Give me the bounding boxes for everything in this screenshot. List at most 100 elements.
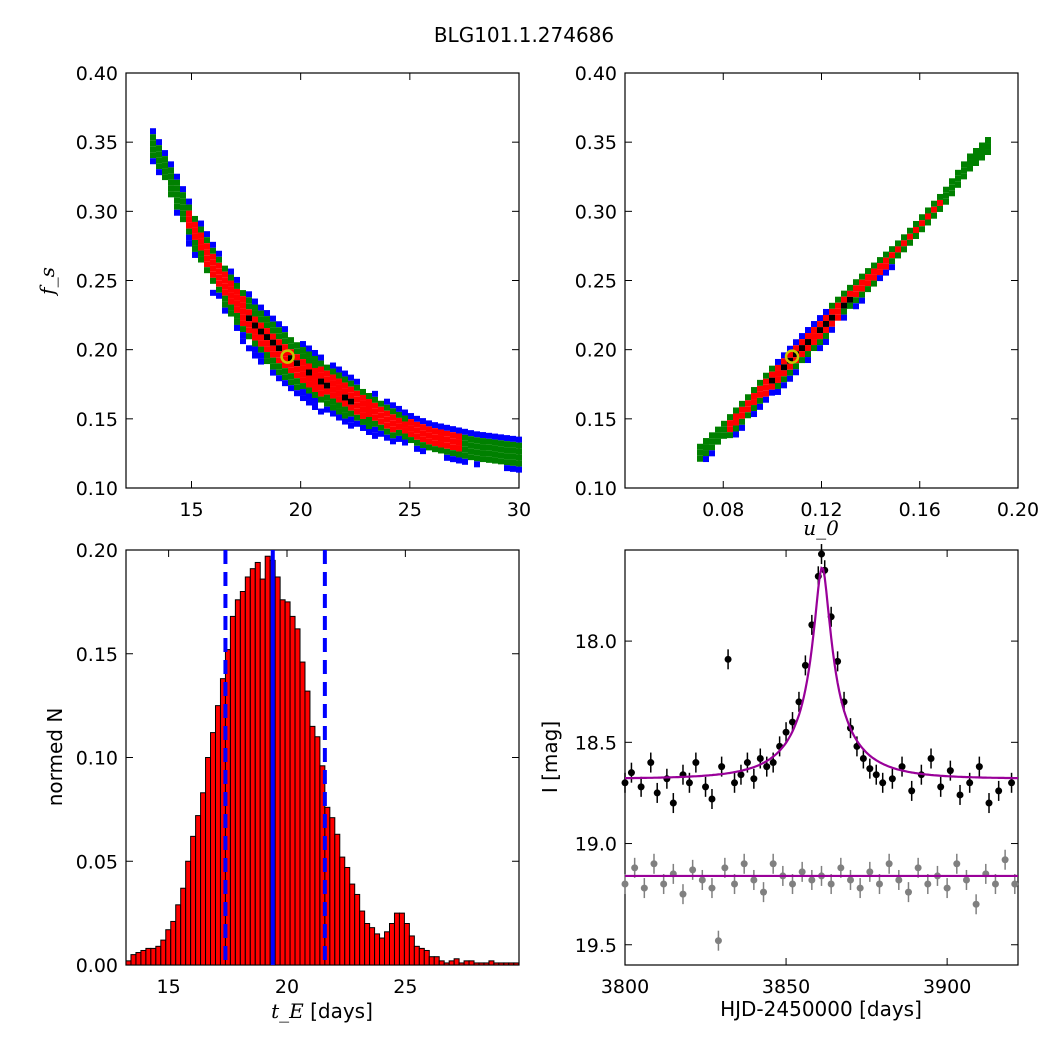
panel-frame <box>624 549 1019 966</box>
heatmap-cell <box>258 352 264 359</box>
heatmap-cell <box>985 143 991 150</box>
histogram-bar <box>498 962 505 966</box>
heatmap-cell <box>775 388 781 395</box>
heatmap-cell <box>378 418 384 425</box>
heatmap-cell <box>174 191 180 198</box>
heatmap-cell <box>318 390 324 397</box>
data-point <box>750 876 758 884</box>
heatmap-cell <box>366 422 372 429</box>
histogram-bar <box>423 949 430 966</box>
heatmap-cell <box>312 391 318 398</box>
heatmap-cell <box>174 203 180 210</box>
heatmap-cell <box>240 296 246 303</box>
data-point <box>679 890 687 898</box>
heatmap-cell <box>925 213 931 220</box>
x-tick-label: 3800 <box>601 976 649 998</box>
heatmap-cell <box>234 324 240 331</box>
x-tick-label: 3900 <box>923 976 971 998</box>
heatmap-cell <box>456 445 462 452</box>
data-point <box>621 880 629 888</box>
heatmap-cell <box>180 186 186 193</box>
histogram-bar <box>299 661 306 966</box>
heatmap-cell <box>781 358 787 365</box>
heatmap-cell <box>324 364 330 371</box>
histogram-bar <box>210 732 216 966</box>
heatmap-cell <box>462 446 468 453</box>
data-point <box>789 718 797 726</box>
heatmap-cell <box>468 430 474 437</box>
heatmap-cell <box>781 376 787 383</box>
heatmap-cell <box>474 461 480 468</box>
heatmap-cell <box>757 391 763 398</box>
data-point <box>956 791 964 799</box>
histogram-bar <box>244 576 251 966</box>
heatmap-cell <box>156 157 162 164</box>
heatmap-cell <box>258 328 264 335</box>
histogram-bar <box>374 933 381 966</box>
heatmap-cell <box>865 268 871 275</box>
data-point <box>924 880 932 888</box>
heatmap-cell <box>985 149 991 156</box>
heatmap-cell <box>510 453 516 460</box>
heatmap-cell <box>420 442 426 449</box>
heatmap-cell <box>781 364 787 371</box>
heatmap-cell <box>282 332 288 339</box>
heatmap-cell <box>486 456 492 463</box>
heatmap-cell <box>222 271 228 278</box>
heatmap-cell <box>312 367 318 374</box>
heatmap-cell <box>486 438 492 445</box>
heatmap-cell <box>973 159 979 166</box>
heatmap-cell <box>468 454 474 461</box>
heatmap-cell <box>715 426 721 433</box>
heatmap-cell <box>498 452 504 459</box>
heatmap-cell <box>330 398 336 405</box>
heatmap-cell <box>727 414 733 421</box>
heatmap-cell <box>390 402 396 409</box>
heatmap-cell <box>817 327 823 334</box>
heatmap-cell <box>853 297 859 304</box>
heatmap-cell <box>186 210 192 217</box>
heatmap-cell <box>168 167 174 174</box>
heatmap-cell <box>871 274 877 281</box>
heatmap-cell <box>492 445 498 452</box>
best-fit-marker <box>784 349 800 364</box>
heatmap-cell <box>799 351 805 358</box>
x-axis-label: u_0 <box>803 516 839 540</box>
heatmap-cell <box>955 175 961 182</box>
heatmap-cell <box>246 297 252 304</box>
data-point <box>621 779 629 787</box>
heatmap-cell <box>823 314 829 321</box>
heatmap-cell <box>348 380 354 387</box>
heatmap-cell <box>276 357 282 364</box>
heatmap-cell <box>390 414 396 421</box>
heatmap-cell <box>805 357 811 364</box>
heatmap-cell <box>751 393 757 400</box>
heatmap-cell <box>318 384 324 391</box>
heatmap-cell <box>853 303 859 310</box>
heatmap-cell <box>222 307 228 314</box>
data-point <box>1008 779 1016 787</box>
histogram-bar <box>145 947 152 966</box>
heatmap-cell <box>414 421 420 428</box>
panel-frame <box>125 72 520 489</box>
heatmap-cell <box>360 406 366 413</box>
heatmap-cell <box>943 198 949 205</box>
heatmap-cell <box>234 306 240 313</box>
heatmap-cell <box>300 389 306 396</box>
data-point <box>856 884 864 892</box>
heatmap-cell <box>366 428 372 435</box>
heatmap-cell <box>823 326 829 333</box>
heatmap-cell <box>420 424 426 431</box>
histogram-bar <box>249 568 256 966</box>
heatmap-cell <box>252 310 258 317</box>
heatmap-cell <box>372 420 378 427</box>
heatmap-cell <box>877 263 883 270</box>
heatmap-cell <box>306 357 312 364</box>
heatmap-cell <box>763 378 769 385</box>
x-axis-label-math: t_E <box>271 999 304 1023</box>
x-tick-label: 3850 <box>762 976 810 998</box>
histogram-bar <box>428 956 435 966</box>
heatmap-cell <box>955 181 961 188</box>
heatmap-cell <box>817 315 823 322</box>
heatmap-cell <box>216 268 222 275</box>
